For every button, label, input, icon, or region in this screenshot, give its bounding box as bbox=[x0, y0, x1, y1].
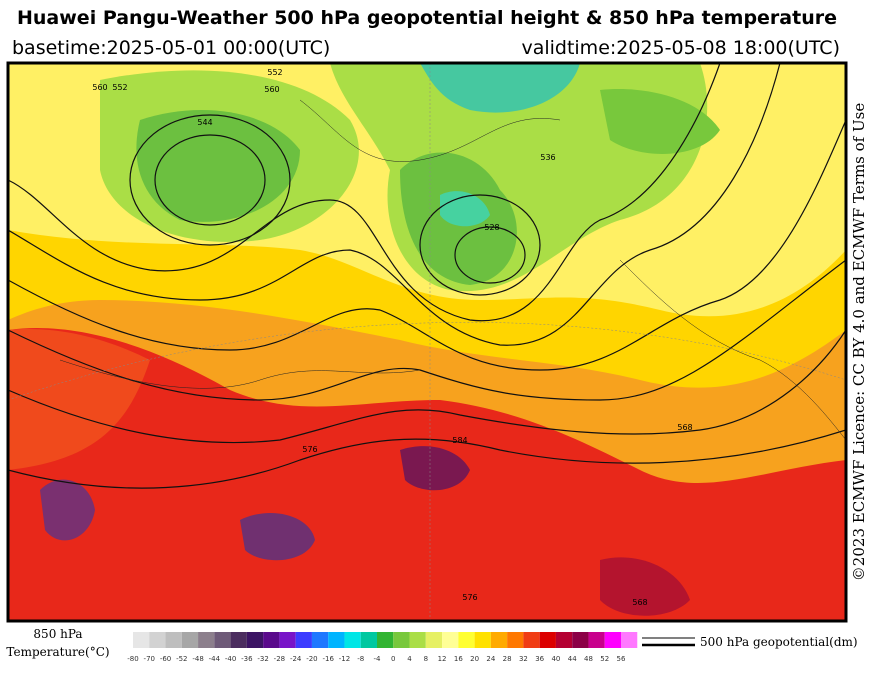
color-swatch bbox=[181, 632, 199, 648]
contour-label: 568 bbox=[632, 598, 647, 607]
color-swatch bbox=[523, 632, 540, 648]
colorbar-tick-label: -48 bbox=[192, 655, 203, 663]
color-swatch bbox=[572, 632, 589, 648]
colorbar-tick-label: -52 bbox=[176, 655, 187, 663]
dark-green bbox=[600, 89, 720, 154]
color-swatch bbox=[474, 632, 491, 648]
coastlines bbox=[8, 63, 846, 621]
colorbar: -80 -70 -60 -52 -48 -44 -40 -36 -32 -28 -24 -20 -16-… bbox=[127, 632, 638, 663]
contour-labels: 560 552 544 528 536 552 560 568 576 584 576 568 bbox=[92, 68, 692, 607]
colorbar-tick-label: -20 bbox=[306, 655, 317, 663]
color-swatch bbox=[539, 632, 556, 648]
color-swatch bbox=[393, 632, 410, 648]
color-swatch bbox=[263, 632, 280, 648]
contour-label: 584 bbox=[452, 436, 467, 445]
colorbar-tick-label: -40 bbox=[225, 655, 236, 663]
very-hot bbox=[400, 446, 470, 491]
color-swatch bbox=[409, 632, 426, 648]
color-swatch bbox=[604, 632, 621, 648]
very-hot bbox=[240, 512, 315, 561]
colorbar-tick-label: 52 bbox=[600, 655, 609, 663]
colorbar-tick-label: -44 bbox=[209, 655, 221, 663]
credit: ©2023 ECMWF Licence: CC BY 4.0 and ECMWF… bbox=[850, 103, 868, 582]
colorbar-tick-label: -4 bbox=[374, 655, 382, 663]
colorbar-tick-label: 44 bbox=[568, 655, 577, 663]
color-swatch bbox=[295, 632, 312, 648]
colorbar-tick-label: 20 bbox=[470, 655, 479, 663]
legend-unit: Temperature(°C) bbox=[6, 645, 109, 659]
map: 560 552 544 528 536 552 560 568 576 584 576 568 bbox=[8, 63, 846, 621]
contour-label: 552 bbox=[112, 83, 127, 92]
validtime: validtime:2025-05-08 18:00(UTC) bbox=[521, 37, 840, 59]
colorbar-tick-label: 28 bbox=[503, 655, 512, 663]
contour-label: 544 bbox=[197, 118, 212, 127]
very-hot bbox=[40, 479, 95, 541]
contour-label: 576 bbox=[462, 593, 477, 602]
color-swatch bbox=[555, 632, 573, 648]
contour-label: 560 bbox=[92, 83, 107, 92]
color-swatch bbox=[230, 632, 247, 648]
color-swatch bbox=[214, 632, 231, 648]
color-swatch bbox=[588, 632, 605, 648]
contour-label: 536 bbox=[540, 153, 555, 162]
color-swatch bbox=[425, 632, 443, 648]
teal-area bbox=[420, 63, 580, 113]
colorbar-tick-label: 16 bbox=[454, 655, 463, 663]
colorbar-tick-label: -12 bbox=[339, 655, 350, 663]
contour-label: 560 bbox=[264, 85, 279, 94]
colorbar-tick-label: 0 bbox=[391, 655, 395, 663]
color-swatch bbox=[621, 632, 638, 648]
hot-red bbox=[8, 329, 150, 470]
color-swatch bbox=[442, 632, 459, 648]
colorbar-tick-label: 40 bbox=[551, 655, 560, 663]
color-swatch bbox=[458, 632, 475, 648]
colorbar-tick-label: 12 bbox=[438, 655, 447, 663]
colorbar-tick-label: 48 bbox=[584, 655, 593, 663]
very-hot bbox=[600, 557, 690, 616]
basetime: basetime:2025-05-01 00:00(UTC) bbox=[12, 37, 330, 59]
color-swatch bbox=[507, 632, 524, 648]
dark-green bbox=[136, 110, 300, 222]
colorbar-tick-label: -16 bbox=[322, 655, 334, 663]
color-swatch bbox=[490, 632, 508, 648]
colorbar-tick-label: -60 bbox=[160, 655, 171, 663]
colorbar-tick-label: -8 bbox=[357, 655, 364, 663]
colorbar-tick-label: 8 bbox=[424, 655, 428, 663]
colorbar-tick-label: 4 bbox=[407, 655, 412, 663]
colorbar-tick-label: -70 bbox=[144, 655, 155, 663]
contour-label: 568 bbox=[677, 423, 692, 432]
color-swatch bbox=[360, 632, 377, 648]
color-swatch bbox=[165, 632, 182, 648]
color-swatch bbox=[377, 632, 394, 648]
legend-title: 850 hPa bbox=[33, 627, 82, 641]
contour-label: 552 bbox=[267, 68, 282, 77]
color-swatch bbox=[279, 632, 296, 648]
title: Huawei Pangu-Weather 500 hPa geopotentia… bbox=[17, 7, 837, 29]
colorbar-tick-label: 32 bbox=[519, 655, 528, 663]
color-swatch bbox=[246, 632, 264, 648]
colorbar-tick-label: -28 bbox=[274, 655, 285, 663]
colorbar-tick-label: 56 bbox=[617, 655, 626, 663]
color-swatch bbox=[311, 632, 329, 648]
color-swatch bbox=[133, 632, 150, 648]
contour-legend: 500 hPa geopotential(dm) bbox=[700, 635, 858, 649]
colorbar-tick-label: -36 bbox=[241, 655, 253, 663]
colorbar-tick-label: -32 bbox=[257, 655, 268, 663]
colorbar-tick-label: 24 bbox=[486, 655, 495, 663]
colorbar-tick-label: -24 bbox=[290, 655, 302, 663]
map-frame bbox=[6, 61, 848, 623]
color-swatch bbox=[328, 632, 345, 648]
color-swatch bbox=[198, 632, 215, 648]
contours bbox=[8, 63, 846, 489]
contour-label: 528 bbox=[484, 223, 499, 232]
color-swatch bbox=[149, 632, 166, 648]
colorbar-tick-label: -80 bbox=[127, 655, 138, 663]
contour-label: 576 bbox=[302, 445, 317, 454]
colorbar-tick-label: 36 bbox=[535, 655, 544, 663]
color-swatch bbox=[344, 632, 361, 648]
